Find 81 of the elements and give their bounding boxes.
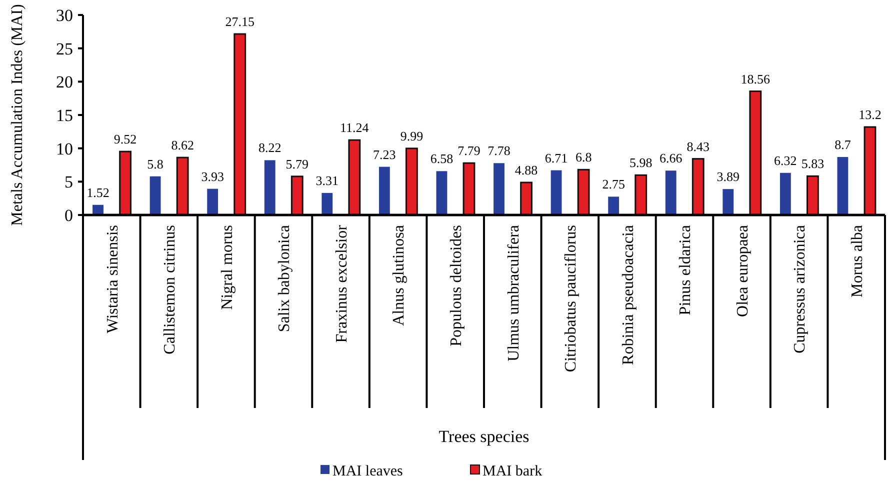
bar xyxy=(806,175,819,216)
data-label: 13.2 xyxy=(858,107,882,122)
x-tick-label: Populous deltoides xyxy=(448,225,465,346)
data-label: 7.23 xyxy=(373,146,396,162)
data-label: 9.52 xyxy=(114,132,137,147)
bar xyxy=(520,182,532,216)
x-tick-label: Cupressus arizonica xyxy=(792,225,809,354)
bar xyxy=(290,176,304,216)
data-label: 6.66 xyxy=(659,150,683,166)
data-label: 6.71 xyxy=(544,150,568,166)
bar xyxy=(176,156,189,216)
x-tick-label: Wistaria sinensis xyxy=(104,225,122,334)
data-label: 5.79 xyxy=(286,156,309,172)
x-tick-label: Ulmus umbraculifera xyxy=(505,225,522,362)
y-tick-label: 30 xyxy=(56,6,73,25)
x-tick-label: Callistemon citrinus xyxy=(162,225,179,354)
data-label: 8.43 xyxy=(686,138,710,154)
x-tick-label: Fraxinus excelsior xyxy=(333,224,350,343)
bar xyxy=(577,168,590,216)
data-label: 5.98 xyxy=(629,155,652,170)
data-label: 9.99 xyxy=(400,128,424,144)
y-tick-label: 5 xyxy=(64,172,73,192)
x-tick-label: Salix babylonica xyxy=(276,225,294,332)
bar xyxy=(348,139,361,216)
x-tick-label: Robinia pseudoacacia xyxy=(620,225,637,365)
y-tick-label: 15 xyxy=(56,106,73,125)
x-tick-label: Citriobatus pauciflorus xyxy=(562,225,580,372)
data-label: 8.7 xyxy=(834,137,852,152)
data-label: 6.58 xyxy=(430,151,454,166)
bar xyxy=(692,158,704,216)
y-tick-label: 20 xyxy=(56,72,73,92)
y-tick-label: 0 xyxy=(64,206,73,225)
bar xyxy=(378,166,390,215)
bar xyxy=(494,163,504,215)
x-tick-label: Nigral morus xyxy=(218,225,236,310)
data-label: 6.8 xyxy=(575,150,592,165)
data-label: 2.75 xyxy=(602,176,625,192)
data-label: 5.83 xyxy=(801,156,824,172)
bar xyxy=(634,174,648,216)
y-axis-title: Metals Accumulation Indes (MAI) xyxy=(9,4,26,226)
bar xyxy=(234,33,246,216)
data-label: 11.24 xyxy=(340,120,370,136)
data-label: 7.79 xyxy=(458,143,480,158)
data-label: 27.15 xyxy=(225,14,254,29)
bar xyxy=(207,188,218,215)
bar xyxy=(322,192,333,215)
data-label: 6.32 xyxy=(774,152,797,168)
bar xyxy=(119,150,132,216)
data-label: 3.93 xyxy=(201,168,224,184)
bar xyxy=(608,196,620,215)
bar xyxy=(462,162,476,216)
data-label: 18.56 xyxy=(740,71,771,86)
data-label: 8.22 xyxy=(258,140,282,156)
bar xyxy=(550,170,562,215)
y-tick-label: 10 xyxy=(56,139,73,158)
data-label: 7.78 xyxy=(488,143,510,158)
y-tick-label: 25 xyxy=(56,39,73,58)
legend-label: MAI bark xyxy=(482,463,543,480)
data-label: 4.88 xyxy=(514,162,538,178)
bar xyxy=(665,170,676,215)
bar xyxy=(722,189,734,215)
x-tick-label: Pinus eldarica xyxy=(677,225,694,316)
bar xyxy=(837,157,848,215)
x-tick-label: Olea europaea xyxy=(734,225,752,317)
bar xyxy=(436,171,448,215)
bar xyxy=(92,204,104,215)
data-label: 5.8 xyxy=(147,156,164,172)
bar xyxy=(264,160,276,215)
data-label: 8.62 xyxy=(171,138,194,153)
bar xyxy=(150,176,161,215)
x-axis-title: Trees species xyxy=(438,427,530,446)
bar xyxy=(406,148,418,216)
x-tick-label: Morus alba xyxy=(848,225,866,298)
data-label: 1.52 xyxy=(86,184,110,200)
legend-label: MAI leaves xyxy=(332,463,404,480)
data-label: 3.31 xyxy=(316,172,339,188)
bar xyxy=(864,126,876,216)
x-tick-label: Alnus glutinosa xyxy=(390,225,408,326)
data-label: 3.89 xyxy=(716,169,740,184)
bar xyxy=(780,172,791,215)
bar xyxy=(749,90,762,216)
